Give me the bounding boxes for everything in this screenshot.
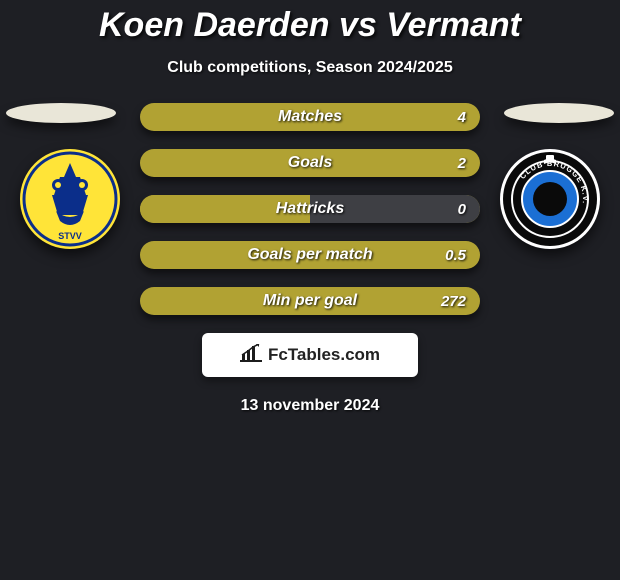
- stat-value-right: 4: [458, 103, 466, 131]
- stat-row: Goals per match0.5: [140, 241, 480, 269]
- stat-label: Matches: [140, 103, 480, 131]
- comparison-stage: STVV CLUB BRUGGE K.V. Matches4 Goals2 Hatt…: [0, 103, 620, 415]
- subtitle: Club competitions, Season 2024/2025: [0, 59, 620, 77]
- team-crest-left: STVV: [20, 149, 120, 249]
- club-brugge-crest-icon: CLUB BRUGGE K.V.: [500, 149, 600, 249]
- stat-label: Goals: [140, 149, 480, 177]
- stat-row: Hattricks0: [140, 195, 480, 223]
- platform-left: [6, 103, 116, 123]
- logo-text: FcTables.com: [268, 345, 380, 365]
- stat-value-right: 0.5: [445, 241, 466, 269]
- stat-label: Goals per match: [140, 241, 480, 269]
- team-crest-right: CLUB BRUGGE K.V.: [500, 149, 600, 249]
- stvv-crest-icon: STVV: [20, 149, 120, 249]
- logo-box: FcTables.com: [202, 333, 418, 377]
- stat-value-right: 0: [458, 195, 466, 223]
- platform-right: [504, 103, 614, 123]
- svg-text:STVV: STVV: [58, 231, 82, 241]
- page-title: Koen Daerden vs Vermant: [0, 0, 620, 45]
- stat-row: Min per goal272: [140, 287, 480, 315]
- stat-value-right: 2: [458, 149, 466, 177]
- stat-fill-right: [310, 195, 480, 223]
- stat-row: Matches4: [140, 103, 480, 131]
- stat-row: Goals2: [140, 149, 480, 177]
- stat-label: Min per goal: [140, 287, 480, 315]
- stat-fill-left: [140, 195, 310, 223]
- bar-chart-icon: [240, 344, 262, 367]
- stat-rows: Matches4Goals2Hattricks0Goals per match0…: [140, 103, 480, 315]
- stat-value-right: 272: [441, 287, 466, 315]
- date-text: 13 november 2024: [0, 397, 620, 415]
